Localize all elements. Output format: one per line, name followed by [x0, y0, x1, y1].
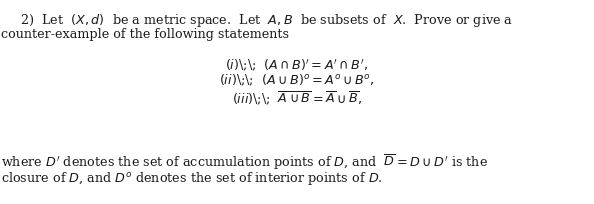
Text: 2)  Let  $(X,d)$  be a metric space.  Let  $A, B$  be subsets of  $X$.  Prove or: 2) Let $(X,d)$ be a metric space. Let $A…	[8, 12, 513, 29]
Text: $(i)$\;\;  $(A\cap B)^{\prime} = A^{\prime}\cap B^{\prime},$: $(i)$\;\; $(A\cap B)^{\prime} = A^{\prim…	[226, 57, 368, 73]
Text: $(iii)$\;\;  $\overline{A\cup B} = \overline{A}\cup\overline{B},$: $(iii)$\;\; $\overline{A\cup B} = \overl…	[232, 89, 362, 106]
Text: where $D^{\prime}$ denotes the set of accumulation points of $D$, and  $\overlin: where $D^{\prime}$ denotes the set of ac…	[1, 152, 488, 171]
Text: $(ii)$\;\;  $(A\cup B)^{o} = A^{o}\cup B^{o},$: $(ii)$\;\; $(A\cup B)^{o} = A^{o}\cup B^…	[219, 73, 375, 88]
Text: closure of $D$, and $D^{o}$ denotes the set of interior points of $D$.: closure of $D$, and $D^{o}$ denotes the …	[1, 169, 383, 186]
Text: counter-example of the following statements: counter-example of the following stateme…	[1, 28, 289, 41]
